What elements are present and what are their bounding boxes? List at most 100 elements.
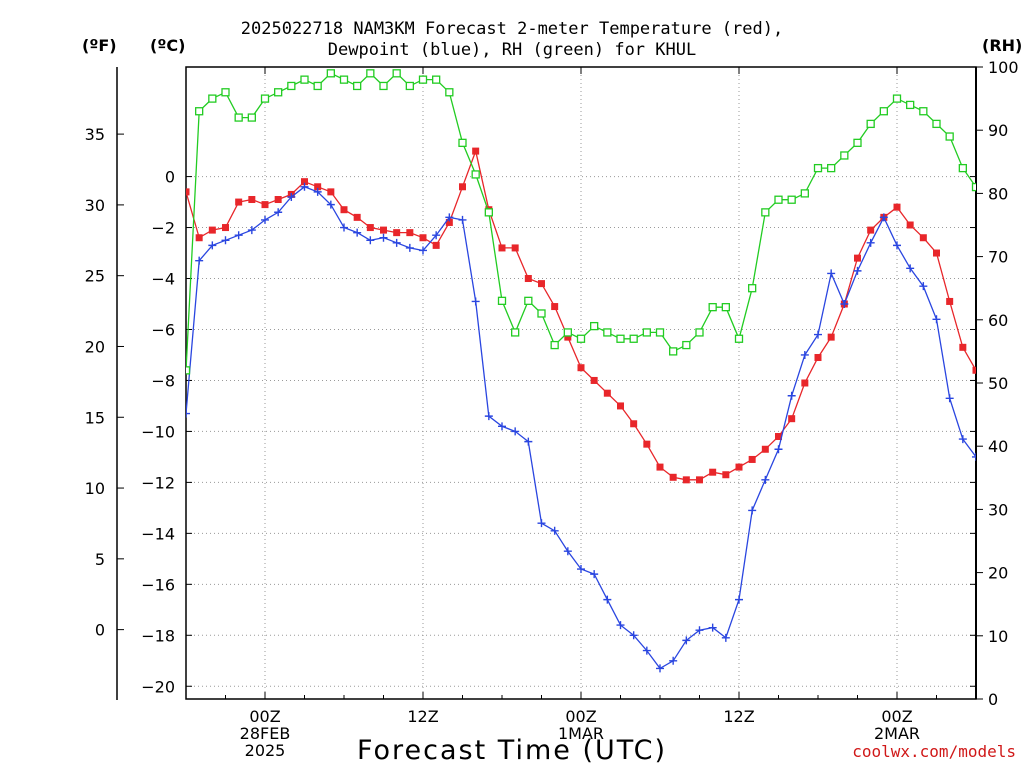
temperature-point [972, 366, 976, 374]
rh-point [0, 203, 7, 210]
rh-point [195, 107, 204, 116]
celsius-tick-label: −14 [141, 524, 175, 543]
temperature-point [617, 402, 624, 410]
dewpoint-point [972, 452, 976, 461]
dewpoint-point [458, 215, 467, 224]
rh-point [186, 366, 191, 375]
rh-point [695, 328, 704, 337]
dewpoint-point [721, 633, 730, 642]
rh-tick-label: 50 [988, 374, 1008, 393]
temperature-point [867, 226, 875, 234]
temperature-point [814, 354, 822, 362]
rh-point [813, 163, 823, 173]
fahrenheit-tick-label: 5 [95, 550, 105, 569]
rh-point [682, 340, 691, 350]
fahrenheit-axis-unit: (ºF) [82, 36, 117, 55]
rh-point [616, 334, 625, 343]
celsius-tick-label: −20 [141, 677, 175, 696]
rh-point [221, 88, 230, 97]
temperature-point [419, 234, 427, 242]
dewpoint-point [537, 519, 546, 528]
temperature-point [919, 234, 927, 242]
temperature-point [459, 183, 466, 191]
dewpoint-point [313, 187, 322, 196]
dewpoint-point [787, 391, 796, 400]
temperature-point [274, 196, 282, 204]
temperature-point [393, 229, 401, 237]
dewpoint-point [221, 236, 230, 245]
dewpoint-point [945, 394, 954, 403]
rh-point [458, 138, 467, 147]
temperature-point [314, 183, 322, 191]
rh-point [418, 75, 428, 84]
fahrenheit-tick-label: 0 [95, 621, 105, 640]
rh-tick-label: 40 [988, 437, 1008, 456]
dewpoint-point [524, 437, 533, 446]
rh-point [761, 208, 770, 217]
celsius-tick-label: −2 [151, 219, 175, 238]
rh-axis-unit: (RH) [982, 36, 1023, 55]
rh-point [919, 107, 928, 116]
dewpoint-point [261, 215, 269, 224]
dewpoint-point [208, 241, 217, 250]
dewpoint-point [603, 595, 612, 604]
rh-tick-label: 90 [988, 121, 1008, 140]
dewpoint-point [682, 636, 691, 645]
dewpoint-point [866, 238, 875, 247]
rh-point [353, 81, 362, 91]
x-tick-label: 1MAR [558, 724, 604, 743]
dewpoint-point [405, 243, 414, 252]
temperature-point [366, 224, 374, 232]
temperature-point [261, 201, 269, 209]
dewpoint-point [840, 300, 849, 308]
temperature-point [235, 198, 243, 206]
rh-point [537, 309, 546, 318]
dewpoint-point [893, 241, 901, 250]
dewpoint-point [563, 547, 572, 556]
fahrenheit-tick-label: 25 [85, 267, 105, 286]
temperature-point [538, 280, 545, 288]
dewpoint-point [642, 646, 651, 655]
temperature-point [827, 333, 835, 341]
temperature-point [195, 234, 203, 242]
dewpoint-point [484, 412, 493, 421]
dewpoint-point [550, 526, 559, 535]
dewpoint-point [195, 256, 204, 265]
temperature-point [353, 213, 361, 221]
credit-link[interactable]: coolwx.com/models [852, 742, 1016, 761]
celsius-tick-label: 0 [165, 168, 175, 187]
dewpoint-point [419, 246, 427, 255]
temperature-point [406, 229, 414, 237]
x-tick-label: 12Z [723, 707, 754, 726]
dewpoint-point [287, 192, 296, 201]
celsius-tick-label: −10 [141, 422, 175, 441]
dewpoint-point [879, 213, 888, 222]
rh-tick-label: 20 [988, 564, 1008, 583]
rh-point [748, 284, 757, 293]
temperature-point [186, 188, 190, 196]
dewpoint-point [577, 565, 585, 574]
temperature-point [0, 392, 7, 399]
rh-point [787, 195, 796, 204]
x-tick-label: 00Z [881, 707, 912, 726]
rh-tick-label: 30 [988, 500, 1008, 519]
chart-title-line1: 2025022718 NAM3KM Forecast 2-meter Tempe… [240, 19, 784, 39]
dewpoint-point [616, 621, 625, 630]
dewpoint-point [247, 226, 256, 235]
dewpoint-point [708, 623, 717, 632]
rh-point [708, 303, 717, 312]
temperature-point [643, 440, 651, 448]
temperature-point [0, 374, 7, 381]
rh-point [840, 151, 849, 160]
temperature-point [511, 244, 519, 252]
rh-point [208, 94, 217, 103]
rh-point [300, 75, 309, 84]
rh-point [260, 94, 270, 103]
rh-point [629, 334, 638, 343]
dewpoint-point [326, 200, 335, 209]
dewpoint-point [748, 506, 757, 515]
dewpoint-point [853, 266, 862, 275]
temperature-point [933, 249, 940, 257]
temperature-point [788, 415, 796, 423]
temperature-point [590, 376, 598, 384]
